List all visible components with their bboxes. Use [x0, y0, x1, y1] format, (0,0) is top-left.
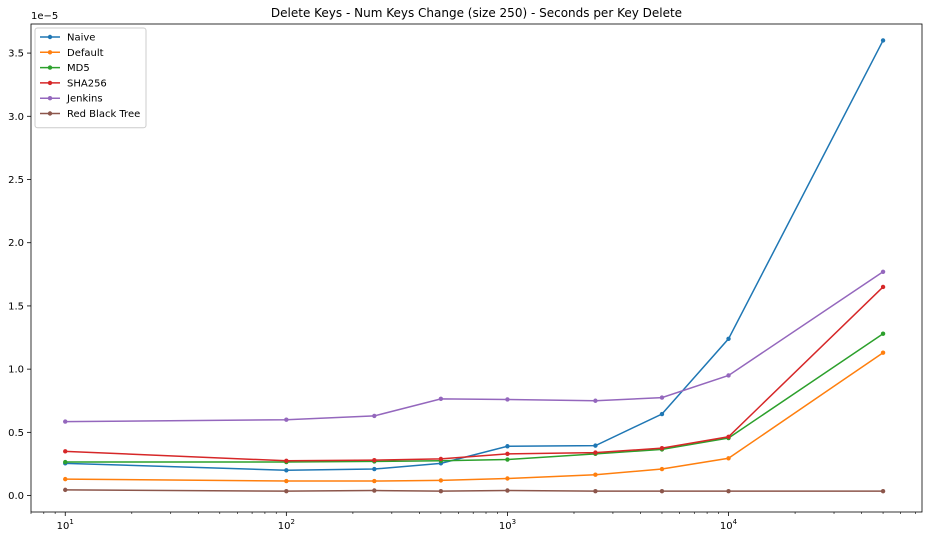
y-tick-label: 1.5 — [8, 301, 24, 312]
data-point-sha256 — [284, 458, 289, 463]
data-point-red-black-tree — [659, 488, 665, 494]
data-point-default — [593, 472, 598, 477]
legend-swatch-marker — [47, 111, 53, 116]
data-point-naive — [659, 411, 665, 417]
legend-label: Naive — [67, 33, 95, 44]
x-axis: 101 102 103 104 — [30, 512, 916, 532]
data-point-md5 — [63, 459, 68, 465]
data-point-red-black-tree — [726, 488, 731, 494]
series-line-jenkins — [65, 271, 884, 423]
data-point-jenkins — [593, 398, 598, 403]
data-point-sha256 — [438, 456, 444, 462]
y-tick-label: 3.0 — [8, 112, 24, 123]
data-point-jenkins — [438, 396, 444, 402]
series-line-md5 — [65, 333, 884, 463]
legend-label: Red Black Tree — [67, 109, 140, 120]
data-point-naive — [593, 443, 598, 448]
data-point-default — [372, 478, 377, 484]
data-point-red-black-tree — [438, 488, 444, 494]
data-point-jenkins — [63, 419, 68, 424]
data-point-default — [659, 466, 665, 472]
data-point-red-black-tree — [372, 488, 377, 493]
y-tick-label: 0.5 — [8, 428, 24, 439]
data-point-red-black-tree — [505, 488, 510, 493]
x-tick-label: 101 — [57, 518, 74, 532]
data-point-default — [284, 478, 289, 484]
x-tick-label: 102 — [278, 518, 295, 532]
data-point-default — [726, 456, 731, 461]
data-point-default — [63, 476, 68, 482]
x-tick-label: 104 — [720, 518, 738, 532]
data-point-sha256 — [372, 457, 377, 463]
data-point-sha256 — [659, 445, 665, 451]
data-point-red-black-tree — [63, 487, 68, 493]
data-point-jenkins — [726, 373, 731, 378]
legend-swatch-marker — [47, 80, 53, 86]
y-axis-offset-label: 1e−5 — [31, 11, 58, 22]
legend-swatch-marker — [47, 96, 53, 101]
data-point-red-black-tree — [284, 488, 289, 494]
data-point-default — [438, 478, 444, 483]
legend-swatch-marker — [47, 34, 53, 40]
data-point-md5 — [880, 331, 886, 336]
data-point-naive — [284, 468, 289, 473]
y-tick-label: 2.0 — [8, 238, 24, 249]
data-point-jenkins — [659, 395, 665, 400]
series-line-red-black-tree — [65, 489, 884, 492]
legend: Naive Default MD5 SHA256 Jenkins Red Black Tr… — [34, 27, 147, 129]
legend-label: Default — [67, 48, 104, 59]
legend-label: MD5 — [67, 63, 90, 74]
legend-label: Jenkins — [66, 94, 103, 105]
y-axis: 0.0 0.5 1.0 1.5 2.0 2.5 3.0 3.5 — [8, 49, 31, 502]
y-tick-label: 1.0 — [8, 365, 24, 376]
data-point-naive — [726, 336, 731, 341]
data-point-sha256 — [63, 449, 68, 454]
data-point-md5 — [505, 457, 510, 462]
series-line-sha256 — [65, 286, 884, 462]
legend-label: SHA256 — [67, 78, 107, 89]
data-point-red-black-tree — [593, 488, 598, 494]
data-point-sha256 — [726, 434, 731, 439]
data-point-naive — [505, 444, 510, 449]
x-tick-label: 103 — [499, 518, 516, 532]
series-group — [63, 38, 886, 494]
data-point-sha256 — [880, 284, 886, 290]
plot-area — [30, 23, 923, 513]
y-tick-label: 2.5 — [8, 175, 24, 186]
data-point-sha256 — [593, 450, 598, 455]
data-point-jenkins — [505, 397, 510, 402]
data-point-red-black-tree — [880, 488, 886, 494]
data-point-jenkins — [284, 417, 289, 422]
legend-swatch-marker — [47, 65, 53, 70]
legend-box — [34, 27, 147, 129]
data-point-jenkins — [372, 413, 377, 419]
legend-swatch-marker — [47, 50, 53, 55]
y-tick-label: 3.5 — [8, 49, 24, 60]
data-point-naive — [880, 38, 886, 43]
data-point-naive — [372, 466, 377, 472]
data-point-sha256 — [505, 451, 510, 457]
y-tick-label: 0.0 — [8, 491, 24, 502]
data-point-default — [505, 476, 510, 481]
data-point-default — [880, 350, 886, 355]
data-point-jenkins — [880, 269, 886, 274]
plot-frame — [30, 23, 923, 513]
chart-title: Delete Keys - Num Keys Change (size 250)… — [271, 6, 682, 20]
